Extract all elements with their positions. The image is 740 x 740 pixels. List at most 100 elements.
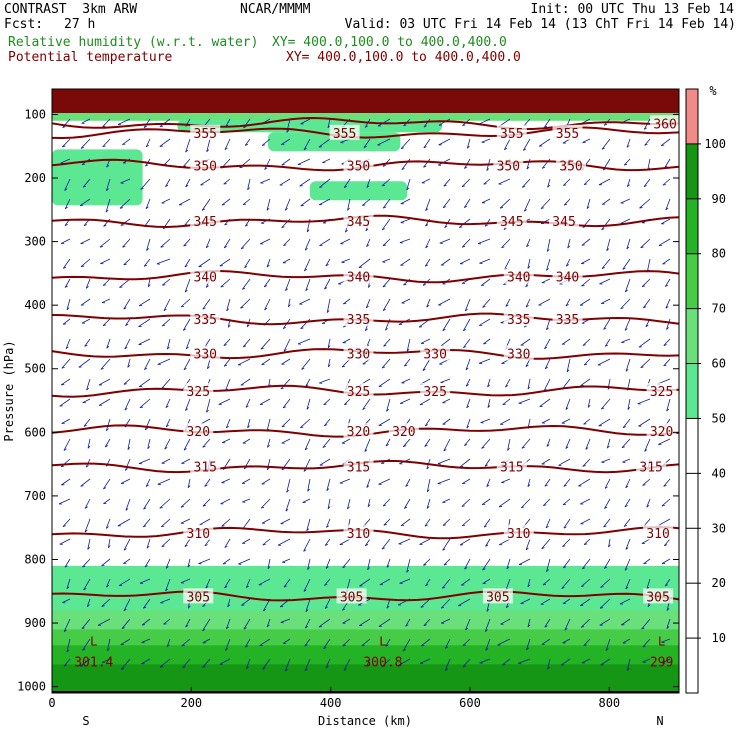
wind-vector bbox=[204, 538, 211, 547]
wind-arrowhead bbox=[342, 644, 346, 647]
wind-vector bbox=[159, 138, 171, 147]
wind-vector bbox=[359, 578, 371, 587]
wind-arrowhead bbox=[385, 328, 388, 331]
wind-vector bbox=[61, 478, 71, 486]
wind-arrowhead bbox=[627, 407, 631, 410]
wind-vector bbox=[621, 618, 631, 626]
wind-arrowhead bbox=[206, 149, 210, 153]
contour-label-bg bbox=[190, 345, 221, 361]
wind-vector bbox=[405, 478, 411, 487]
wind-vector bbox=[181, 458, 191, 464]
wind-vector bbox=[424, 438, 431, 447]
wind-vector bbox=[82, 178, 91, 188]
wind-arrowhead bbox=[620, 307, 624, 309]
wind-arrowhead bbox=[486, 609, 490, 612]
wind-arrowhead bbox=[63, 664, 67, 667]
wind-arrowhead bbox=[324, 543, 328, 546]
wind-arrowhead bbox=[422, 284, 426, 286]
wind-vector bbox=[562, 558, 571, 569]
wind-vector bbox=[483, 338, 491, 345]
wind-vector bbox=[220, 278, 231, 288]
wind-arrowhead bbox=[465, 367, 469, 371]
wind-arrowhead bbox=[526, 647, 529, 651]
wind-arrowhead bbox=[86, 604, 90, 607]
wind-arrowhead bbox=[381, 547, 385, 550]
wind-vector bbox=[202, 298, 211, 310]
contour-label-bg bbox=[493, 157, 524, 173]
wind-arrowhead bbox=[264, 307, 268, 311]
wind-arrowhead bbox=[365, 228, 369, 232]
wind-arrowhead bbox=[123, 263, 127, 266]
contour-label: 325 bbox=[187, 385, 210, 400]
wind-vector bbox=[266, 458, 271, 471]
contour-label: 355 bbox=[500, 127, 523, 142]
wind-vector bbox=[481, 438, 491, 449]
wind-arrowhead bbox=[604, 123, 608, 126]
wind-vector bbox=[342, 338, 351, 344]
wind-vector bbox=[601, 258, 611, 269]
wind-vector bbox=[145, 138, 151, 148]
wind-vector bbox=[624, 558, 631, 571]
contour-label: 345 bbox=[552, 215, 575, 230]
wind-vector bbox=[117, 518, 131, 527]
wind-vector bbox=[583, 178, 591, 185]
wind-arrowhead bbox=[625, 368, 629, 372]
wind-vector bbox=[541, 458, 551, 465]
wind-arrowhead bbox=[626, 246, 630, 250]
wind-vector bbox=[580, 378, 591, 386]
wind-vector bbox=[101, 298, 111, 303]
wind-vector bbox=[505, 298, 511, 307]
wind-vector bbox=[581, 238, 591, 246]
contour-label-bg bbox=[496, 124, 527, 140]
contour-label-bg bbox=[329, 124, 360, 140]
wind-vector bbox=[81, 618, 91, 630]
wind-arrowhead bbox=[64, 188, 68, 191]
contour-label: 330 bbox=[507, 347, 530, 362]
header-valid: Valid: 03 UTC Fri 14 Feb 14 (13 ChT Fri … bbox=[344, 17, 736, 32]
wind-vector bbox=[327, 498, 331, 509]
y-axis-label: Pressure (hPa) bbox=[2, 340, 16, 441]
wind-vector bbox=[202, 438, 211, 448]
wind-vector bbox=[184, 258, 191, 268]
wind-vector bbox=[378, 418, 391, 426]
wind-vector bbox=[582, 138, 591, 143]
wind-vector bbox=[541, 278, 551, 284]
wind-vector bbox=[459, 458, 471, 468]
wind-vector bbox=[423, 618, 431, 626]
wind-vector bbox=[541, 638, 551, 645]
wind-arrowhead bbox=[303, 469, 307, 472]
wind-arrowhead bbox=[401, 168, 405, 171]
wind-arrowhead bbox=[83, 224, 87, 226]
wind-vector bbox=[661, 218, 671, 225]
wind-vector bbox=[520, 498, 531, 509]
y-tick-label: 600 bbox=[24, 425, 46, 439]
wind-arrowhead bbox=[243, 345, 247, 348]
wind-vector bbox=[406, 558, 411, 573]
wind-vector bbox=[424, 258, 431, 267]
wind-vector bbox=[282, 638, 291, 644]
wind-vector bbox=[525, 298, 531, 308]
wind-arrowhead bbox=[565, 304, 569, 307]
x-tick-label: 200 bbox=[180, 696, 202, 710]
wind-arrowhead bbox=[344, 185, 348, 188]
wind-vector bbox=[100, 358, 111, 370]
wind-vector bbox=[164, 438, 171, 450]
wind-vector bbox=[304, 438, 311, 451]
wind-arrowhead bbox=[159, 507, 163, 509]
wind-vector bbox=[641, 278, 651, 287]
wind-arrowhead bbox=[261, 506, 265, 509]
wind-arrowhead bbox=[482, 305, 486, 308]
wind-arrowhead bbox=[305, 609, 309, 612]
wind-arrowhead bbox=[425, 264, 429, 267]
wind-vector bbox=[565, 298, 571, 307]
wind-vector bbox=[484, 618, 491, 632]
contour-label: 320 bbox=[187, 425, 210, 440]
wind-vector bbox=[66, 638, 71, 653]
wind-arrowhead bbox=[86, 387, 89, 391]
wind-arrowhead bbox=[204, 484, 208, 487]
wind-vector bbox=[366, 238, 371, 247]
wind-vector bbox=[538, 298, 551, 306]
wind-vector bbox=[620, 198, 631, 204]
contour-label: 335 bbox=[347, 313, 370, 328]
contour-label: 325 bbox=[347, 385, 370, 400]
